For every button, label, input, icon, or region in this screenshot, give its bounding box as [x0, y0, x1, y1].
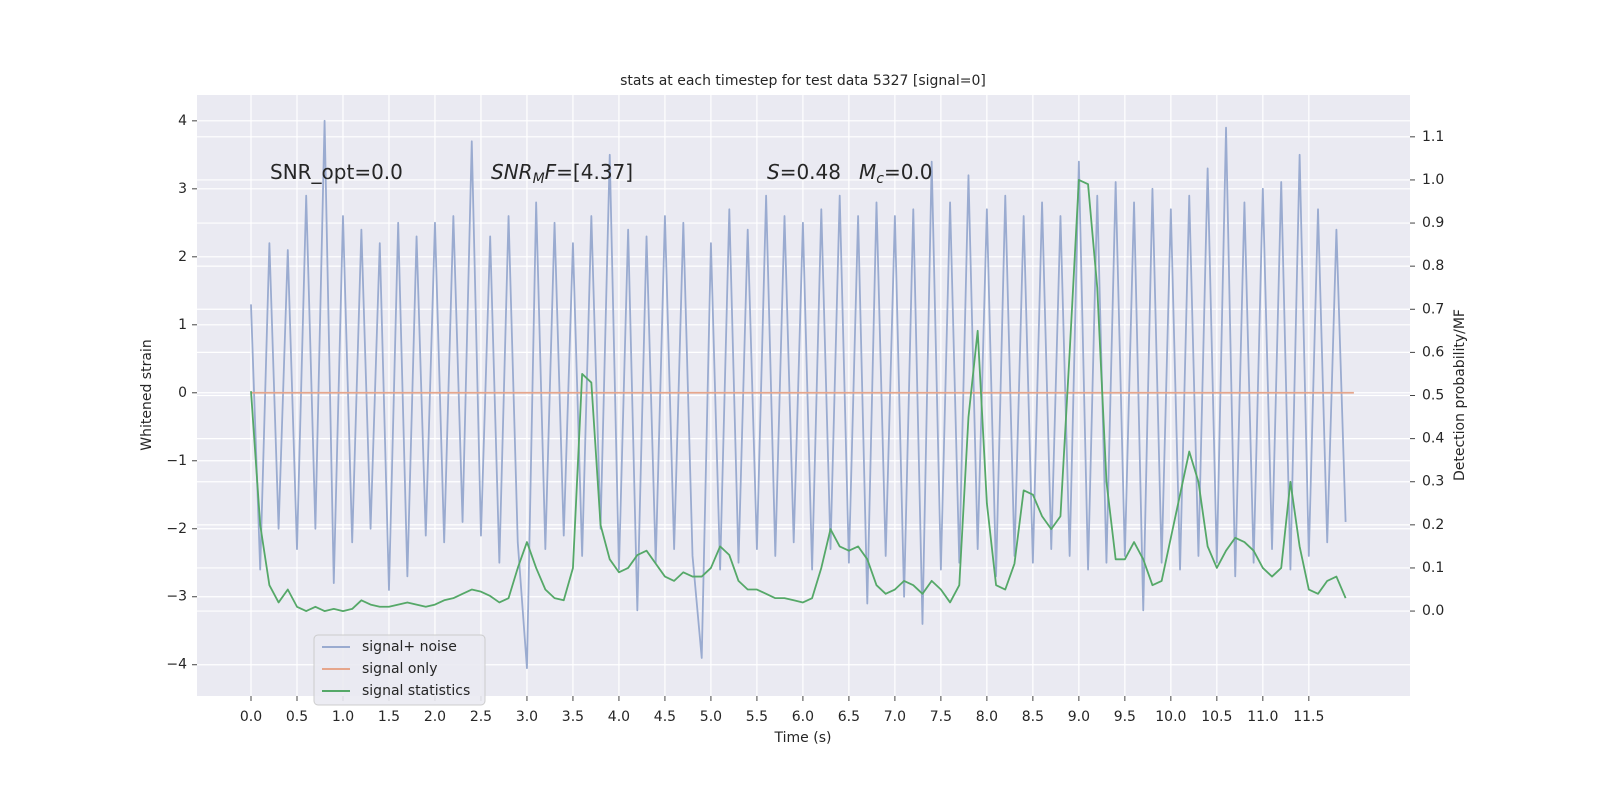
y2-tick-label: 0.7 — [1422, 301, 1444, 317]
x-tick-label: 5.0 — [700, 709, 722, 725]
x-tick-label: 6.0 — [792, 709, 814, 725]
x-tick-label: 8.0 — [976, 709, 998, 725]
annotation-part: SNR_opt=0.0 — [270, 160, 403, 184]
x-tick-label: 6.5 — [838, 709, 860, 725]
x-tick-label: 11.5 — [1293, 709, 1324, 725]
x-tick-label: 8.5 — [1022, 709, 1044, 725]
annotation-part: =[4.37] — [556, 160, 633, 184]
legend-label: signal+ noise — [362, 639, 457, 655]
annotation-part: c — [876, 171, 884, 187]
y2-tick-label: 1.1 — [1422, 129, 1444, 145]
y2-tick-label: 0.1 — [1422, 560, 1444, 576]
y2-tick-label: 0.9 — [1422, 215, 1444, 231]
annotation: Mc=0.0 — [859, 160, 933, 188]
annotation: SNR_opt=0.0 — [270, 160, 403, 184]
x-tick-label: 10.5 — [1201, 709, 1232, 725]
annotation-part: M — [859, 160, 876, 184]
series-line — [250, 179, 1347, 612]
annotation-part: =0.0 — [884, 160, 933, 184]
x-tick-label: 10.0 — [1155, 709, 1186, 725]
y-tick-label: −3 — [166, 589, 187, 605]
annotation: SNRMF=[4.37] — [491, 160, 633, 188]
x-tick-label: 11.0 — [1247, 709, 1278, 725]
y-tick-label: 3 — [178, 181, 187, 197]
y-tick-label: −4 — [166, 657, 187, 673]
y2-tick-label: 1.0 — [1422, 172, 1444, 188]
x-tick-label: 7.5 — [930, 709, 952, 725]
y2-tick-label: 0.8 — [1422, 258, 1444, 274]
annotation-part: S — [767, 160, 780, 184]
x-tick-label: 1.0 — [332, 709, 354, 725]
legend-label: signal only — [362, 661, 437, 677]
x-tick-label: 2.5 — [470, 709, 492, 725]
x-tick-label: 0.5 — [286, 709, 308, 725]
y2-tick-label: 0.0 — [1422, 603, 1444, 619]
x-tick-label: 1.5 — [378, 709, 400, 725]
x-tick-label: 9.0 — [1068, 709, 1090, 725]
y2-tick-label: 0.3 — [1422, 474, 1444, 490]
series-line — [250, 119, 1347, 670]
x-tick-label: 3.0 — [516, 709, 538, 725]
y2-tick-label: 0.5 — [1422, 388, 1444, 404]
x-tick-label: 7.0 — [884, 709, 906, 725]
y-tick-label: 0 — [178, 385, 187, 401]
y-tick-label: 4 — [178, 113, 187, 129]
y-tick-label: 2 — [178, 249, 187, 265]
legend-label: signal statistics — [362, 683, 470, 699]
y2-tick-label: 0.6 — [1422, 344, 1444, 360]
x-tick-label: 3.5 — [562, 709, 584, 725]
x-tick-label: 4.5 — [654, 709, 676, 725]
y2-tick-label: 0.4 — [1422, 431, 1444, 447]
x-tick-label: 5.5 — [746, 709, 768, 725]
legend-box — [313, 634, 486, 706]
annotation-part: SNR — [491, 160, 533, 184]
annotation-part: M — [533, 171, 545, 187]
chart-title: stats at each timestep for test data 532… — [620, 73, 986, 89]
y-tick-label: 1 — [178, 317, 187, 333]
annotation-part: =0.48 — [780, 160, 841, 184]
x-tick-label: 0.0 — [240, 709, 262, 725]
y2-axis-label: Detection probability/MF — [1452, 309, 1468, 481]
y2-tick-label: 0.2 — [1422, 517, 1444, 533]
x-tick-label: 9.5 — [1114, 709, 1136, 725]
x-axis-label: Time (s) — [774, 730, 832, 746]
annotation: S=0.48 — [767, 160, 841, 184]
y-axis-label: Whitened strain — [139, 339, 155, 450]
x-tick-label: 4.0 — [608, 709, 630, 725]
y-tick-label: −1 — [166, 453, 187, 469]
y-tick-label: −2 — [166, 521, 187, 537]
annotation-part: F — [545, 160, 557, 184]
x-tick-label: 2.0 — [424, 709, 446, 725]
